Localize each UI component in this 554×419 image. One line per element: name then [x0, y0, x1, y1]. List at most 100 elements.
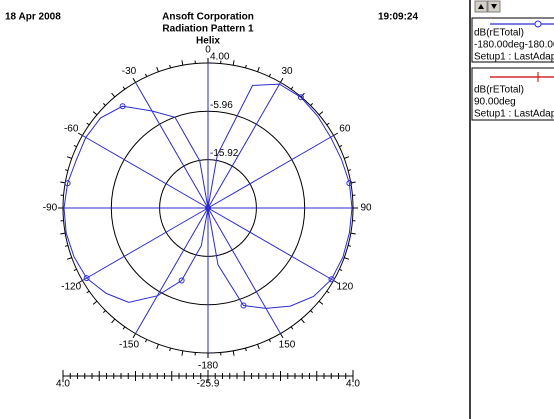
outer-tick	[86, 122, 90, 126]
outer-tick	[111, 318, 116, 324]
time: 19:09:24	[378, 12, 418, 23]
outer-tick	[73, 268, 77, 272]
outer-tick	[181, 60, 184, 66]
legend-setup: Setup1 : LastAdap	[474, 109, 554, 120]
outer-tick	[181, 350, 184, 356]
outer-tick	[64, 245, 69, 247]
outer-tick	[326, 122, 330, 126]
outer-tick	[77, 132, 83, 136]
outer-tick	[268, 339, 272, 343]
outer-tick	[169, 64, 171, 69]
outer-tick	[339, 144, 343, 148]
outer-tick	[257, 344, 260, 350]
outer-tick	[333, 132, 339, 136]
angle-label: 150	[279, 339, 296, 350]
outer-tick	[326, 290, 330, 294]
legend-name: dB(rETotal)	[474, 85, 524, 96]
spoke	[207, 207, 334, 281]
legend-sweep: -180.00deg-180.00	[474, 40, 554, 51]
angle-label: -60	[64, 124, 79, 135]
outer-tick	[339, 268, 343, 272]
outer-tick	[66, 156, 72, 159]
ring-label: -5.96	[210, 100, 233, 111]
outer-tick	[344, 156, 350, 159]
outer-tick	[73, 144, 77, 148]
legend-setup: Setup1 : LastAdap	[474, 52, 554, 63]
spoke	[82, 135, 209, 209]
pattern-marker	[83, 275, 90, 282]
outer-tick	[245, 347, 247, 352]
legend-box	[471, 17, 554, 63]
outer-tick	[60, 181, 66, 184]
legend-panel	[470, 0, 554, 419]
outer-tick	[144, 339, 148, 343]
pattern-marker	[119, 103, 126, 110]
angle-label: 90	[360, 203, 372, 214]
outer-tick	[347, 169, 352, 171]
outer-tick	[344, 257, 350, 260]
pattern-line	[63, 83, 353, 309]
pattern-marker	[240, 302, 247, 309]
outer-tick	[77, 280, 83, 284]
ring-label: -15.92	[210, 148, 239, 159]
date: 18 Apr 2008	[5, 12, 61, 23]
legend-marker	[534, 20, 542, 28]
spoke	[135, 82, 209, 209]
ring-label: 4.00	[210, 52, 230, 63]
pattern-marker	[346, 180, 353, 187]
angle-label: -150	[119, 339, 139, 350]
spoke	[135, 207, 209, 334]
scale-label: 4.0	[346, 379, 360, 390]
arrow-up-icon	[478, 4, 484, 9]
pattern-marker	[64, 180, 71, 187]
outer-tick	[111, 92, 116, 98]
outer-tick	[310, 310, 314, 314]
pattern-marker	[205, 205, 211, 211]
scale-label: -25.9	[197, 379, 220, 390]
angle-label: 30	[281, 66, 293, 77]
legend-sweep: 90.00deg	[474, 97, 516, 108]
scale-label: 4.0	[56, 379, 70, 390]
chart-subtitle: Radiation Pattern 1	[162, 24, 254, 35]
spoke	[207, 135, 334, 209]
spoke	[82, 207, 209, 281]
outer-tick	[144, 73, 148, 77]
outer-tick	[257, 66, 260, 72]
legend-name: dB(rETotal)	[474, 28, 524, 39]
outer-tick	[102, 102, 106, 106]
outer-tick	[169, 347, 171, 352]
outer-tick	[92, 111, 98, 116]
pattern-marker	[297, 94, 304, 101]
design-name: Helix	[196, 36, 220, 47]
outer-tick	[310, 102, 314, 106]
outer-tick	[290, 326, 294, 330]
outer-tick	[60, 232, 66, 235]
legend-box	[471, 67, 554, 121]
angle-label: -120	[61, 282, 81, 293]
outer-tick	[102, 310, 106, 314]
outer-tick	[64, 169, 69, 171]
angle-label: -90	[43, 203, 58, 214]
outer-tick	[300, 318, 305, 324]
outer-tick	[290, 86, 294, 90]
outer-tick	[156, 66, 159, 72]
angle-label: 120	[336, 282, 353, 293]
pattern-marker	[178, 277, 185, 284]
outer-tick	[245, 64, 247, 69]
outer-tick	[122, 326, 126, 330]
spoke	[207, 207, 281, 334]
outer-tick	[86, 290, 90, 294]
outer-tick	[347, 245, 352, 247]
arrow-down-icon	[491, 4, 497, 9]
outer-tick	[333, 280, 339, 284]
outer-tick	[280, 333, 284, 339]
pattern-marker	[328, 276, 335, 283]
outer-tick	[318, 300, 324, 305]
outer-tick	[318, 111, 324, 116]
angle-label: 60	[339, 124, 351, 135]
outer-tick	[280, 77, 284, 83]
outer-tick	[268, 73, 272, 77]
outer-tick	[232, 350, 235, 356]
